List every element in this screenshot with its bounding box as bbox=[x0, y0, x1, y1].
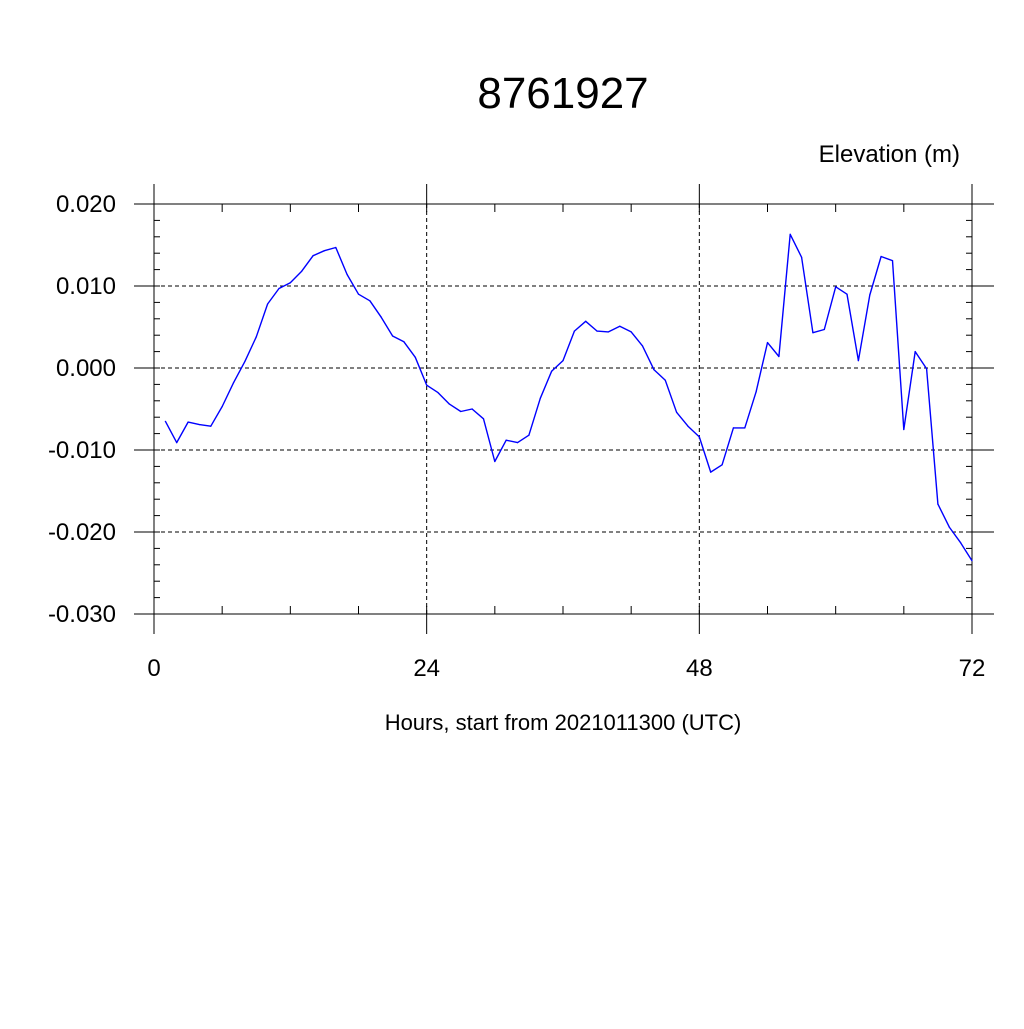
y-tick-label: 0.010 bbox=[56, 273, 116, 300]
data-point bbox=[369, 300, 371, 302]
y-tick-label: -0.030 bbox=[48, 601, 116, 628]
data-point bbox=[607, 331, 610, 333]
x-tick-label: 0 bbox=[147, 655, 160, 682]
data-point bbox=[210, 425, 212, 427]
data-point bbox=[426, 384, 428, 386]
data-point bbox=[744, 427, 746, 429]
data-point bbox=[335, 246, 337, 249]
data-point bbox=[403, 341, 405, 343]
data-point bbox=[960, 542, 962, 544]
data-point bbox=[812, 332, 814, 334]
data-point bbox=[346, 273, 348, 276]
data-point bbox=[857, 360, 859, 362]
x-tick-label: 72 bbox=[959, 655, 986, 682]
series-layer bbox=[164, 233, 973, 562]
y-tick-label: 0.000 bbox=[56, 355, 116, 382]
series-line bbox=[164, 233, 973, 562]
data-point bbox=[312, 255, 314, 257]
data-point bbox=[460, 410, 462, 413]
data-point bbox=[301, 270, 303, 272]
chart-title: 8761927 bbox=[477, 69, 648, 118]
chart-subtitle: Elevation (m) bbox=[819, 141, 960, 168]
y-tick-label: -0.010 bbox=[48, 437, 116, 464]
y-tick-label: -0.020 bbox=[48, 519, 116, 546]
data-point bbox=[664, 379, 666, 381]
data-point bbox=[766, 341, 769, 344]
axis-layer bbox=[134, 184, 994, 634]
data-point bbox=[278, 287, 280, 290]
y-tick-label: 0.020 bbox=[56, 191, 116, 218]
data-point bbox=[948, 526, 950, 528]
data-point bbox=[789, 233, 791, 235]
data-point bbox=[176, 442, 178, 444]
data-point bbox=[721, 464, 723, 466]
data-point bbox=[187, 421, 189, 423]
data-point bbox=[494, 460, 496, 463]
data-point bbox=[255, 336, 257, 338]
data-point bbox=[505, 439, 507, 441]
data-point bbox=[232, 382, 235, 384]
data-point bbox=[914, 351, 916, 353]
data-point bbox=[869, 294, 871, 296]
data-point bbox=[528, 434, 530, 436]
data-point bbox=[221, 405, 223, 408]
data-point bbox=[710, 471, 712, 473]
data-point bbox=[687, 425, 689, 427]
data-point bbox=[471, 408, 473, 410]
data-point bbox=[380, 316, 382, 318]
data-point bbox=[539, 397, 541, 399]
data-point bbox=[482, 418, 485, 420]
x-tick-label: 24 bbox=[413, 655, 440, 682]
data-point bbox=[937, 503, 939, 505]
data-point bbox=[596, 330, 598, 332]
data-point bbox=[835, 286, 837, 288]
x-axis-title: Hours, start from 2021011300 (UTC) bbox=[385, 710, 742, 735]
data-point bbox=[619, 325, 621, 327]
data-point bbox=[414, 356, 416, 358]
data-point bbox=[289, 282, 291, 284]
data-point bbox=[732, 427, 735, 429]
x-tick-label: 48 bbox=[686, 655, 713, 682]
data-point bbox=[653, 369, 655, 371]
data-point bbox=[198, 423, 201, 426]
data-point bbox=[630, 331, 632, 333]
data-point bbox=[267, 303, 269, 305]
data-point bbox=[925, 368, 928, 370]
data-point bbox=[357, 293, 360, 295]
data-point bbox=[164, 420, 166, 422]
data-point bbox=[437, 392, 439, 394]
label-layer: 0.020 0.010 0.000 -0.010 -0.020 -0.030 0 24 48 72 bbox=[48, 191, 985, 682]
data-point bbox=[562, 360, 564, 362]
data-point bbox=[778, 355, 780, 358]
data-point bbox=[551, 370, 553, 372]
data-point bbox=[800, 256, 803, 258]
data-point bbox=[755, 391, 757, 393]
data-point bbox=[846, 293, 848, 295]
data-point bbox=[391, 335, 394, 337]
data-point bbox=[323, 250, 326, 252]
data-point bbox=[823, 328, 825, 331]
data-point bbox=[641, 345, 644, 347]
data-point bbox=[698, 436, 700, 438]
data-point bbox=[585, 320, 587, 322]
data-point bbox=[516, 442, 519, 444]
data-point bbox=[448, 403, 450, 405]
data-point bbox=[244, 360, 246, 363]
data-point bbox=[676, 411, 678, 413]
data-point bbox=[880, 255, 882, 258]
grid-layer bbox=[154, 203, 972, 615]
data-point bbox=[971, 560, 973, 562]
data-point bbox=[573, 330, 575, 332]
data-point bbox=[903, 428, 905, 431]
data-point bbox=[891, 259, 894, 262]
